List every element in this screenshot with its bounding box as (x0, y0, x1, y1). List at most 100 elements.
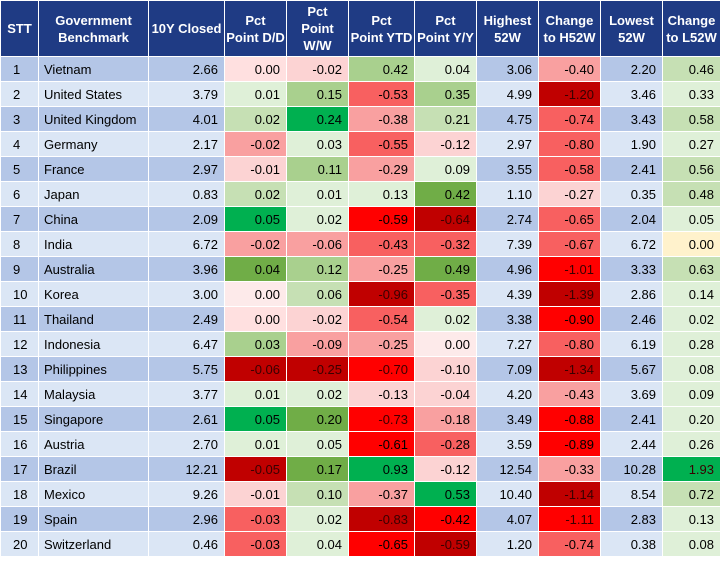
cell-ytd: -0.54 (348, 306, 415, 332)
cell-closed: 4.01 (148, 106, 225, 132)
cell-closed: 0.46 (148, 531, 225, 557)
cell-ytd: -0.25 (348, 256, 415, 282)
cell-dd: 0.00 (224, 56, 287, 82)
cell-country: Mexico (38, 481, 149, 507)
cell-l52: 2.46 (600, 306, 663, 332)
cell-h52: 3.59 (476, 431, 539, 457)
cell-yy: 0.00 (414, 331, 477, 357)
cell-cl52: 0.00 (662, 231, 720, 257)
cell-yy: 0.49 (414, 256, 477, 282)
cell-h52: 7.39 (476, 231, 539, 257)
header-stt: STT (0, 0, 39, 57)
cell-h52: 10.40 (476, 481, 539, 507)
cell-stt: 11 (0, 306, 39, 332)
cell-ch52: -0.58 (538, 156, 601, 182)
cell-closed: 3.77 (148, 381, 225, 407)
cell-l52: 3.69 (600, 381, 663, 407)
cell-stt: 2 (0, 81, 39, 107)
cell-h52: 7.09 (476, 356, 539, 382)
cell-h52: 4.75 (476, 106, 539, 132)
cell-ch52: -1.34 (538, 356, 601, 382)
cell-l52: 3.33 (600, 256, 663, 282)
cell-ch52: -0.90 (538, 306, 601, 332)
cell-cl52: 0.08 (662, 356, 720, 382)
cell-ytd: -0.96 (348, 281, 415, 307)
cell-h52: 1.10 (476, 181, 539, 207)
cell-stt: 13 (0, 356, 39, 382)
cell-yy: -0.35 (414, 281, 477, 307)
cell-cl52: 0.56 (662, 156, 720, 182)
table-row: 16 Austria 2.70 0.01 0.05 -0.61 -0.28 3.59 -0.89… (0, 431, 720, 457)
cell-yy: 0.04 (414, 56, 477, 82)
cell-yy: -0.42 (414, 506, 477, 532)
cell-ytd: 0.13 (348, 181, 415, 207)
cell-country: Australia (38, 256, 149, 282)
cell-ch52: -0.27 (538, 181, 601, 207)
cell-ww: 0.12 (286, 256, 349, 282)
table-row: 11 Thailand 2.49 0.00 -0.02 -0.54 0.02 3.38 -0.9… (0, 306, 720, 332)
cell-l52: 6.72 (600, 231, 663, 257)
cell-ytd: -0.37 (348, 481, 415, 507)
cell-country: Japan (38, 181, 149, 207)
cell-cl52: 0.02 (662, 306, 720, 332)
cell-country: India (38, 231, 149, 257)
cell-cl52: 0.33 (662, 81, 720, 107)
cell-ytd: -0.29 (348, 156, 415, 182)
cell-l52: 3.43 (600, 106, 663, 132)
cell-country: Malaysia (38, 381, 149, 407)
cell-stt: 9 (0, 256, 39, 282)
table-row: 4 Germany 2.17 -0.02 0.03 -0.55 -0.12 2.97 -0.80… (0, 131, 720, 157)
cell-l52: 2.86 (600, 281, 663, 307)
cell-ytd: 0.93 (348, 456, 415, 482)
table-row: 3 United Kingdom 4.01 0.02 0.24 -0.38 0.21 4.75… (0, 106, 720, 132)
cell-cl52: 0.08 (662, 531, 720, 557)
table-row: 20 Switzerland 0.46 -0.03 0.04 -0.65 -0.59 1.20… (0, 531, 720, 557)
cell-closed: 2.17 (148, 131, 225, 157)
header-highest-52w: Highest 52W (476, 0, 539, 57)
header-pct-dd: Pct Point D/D (224, 0, 287, 57)
cell-ytd: -0.55 (348, 131, 415, 157)
cell-country: Switzerland (38, 531, 149, 557)
cell-dd: 0.05 (224, 206, 287, 232)
cell-closed: 3.00 (148, 281, 225, 307)
cell-ww: 0.01 (286, 181, 349, 207)
cell-yy: -0.04 (414, 381, 477, 407)
cell-ww: -0.02 (286, 56, 349, 82)
cell-dd: 0.05 (224, 406, 287, 432)
cell-closed: 5.75 (148, 356, 225, 382)
cell-ch52: -0.80 (538, 131, 601, 157)
table-row: 12 Indonesia 6.47 0.03 -0.09 -0.25 0.00 7.27 -0.… (0, 331, 720, 357)
cell-dd: -0.03 (224, 506, 287, 532)
header-benchmark: Government Benchmark (38, 0, 149, 57)
cell-ch52: -0.88 (538, 406, 601, 432)
header-lowest-52w: Lowest 52W (600, 0, 663, 57)
cell-dd: -0.03 (224, 531, 287, 557)
header-change-h52w: Change to H52W (538, 0, 601, 57)
cell-yy: 0.02 (414, 306, 477, 332)
cell-h52: 3.38 (476, 306, 539, 332)
cell-h52: 4.39 (476, 281, 539, 307)
cell-country: Philippines (38, 356, 149, 382)
cell-h52: 1.20 (476, 531, 539, 557)
cell-closed: 2.96 (148, 506, 225, 532)
cell-cl52: 0.28 (662, 331, 720, 357)
cell-stt: 4 (0, 131, 39, 157)
cell-ch52: -1.01 (538, 256, 601, 282)
cell-h52: 3.49 (476, 406, 539, 432)
cell-cl52: 0.27 (662, 131, 720, 157)
cell-ytd: -0.38 (348, 106, 415, 132)
cell-yy: -0.28 (414, 431, 477, 457)
cell-yy: -0.10 (414, 356, 477, 382)
cell-yy: 0.53 (414, 481, 477, 507)
cell-ytd: -0.65 (348, 531, 415, 557)
cell-stt: 15 (0, 406, 39, 432)
cell-stt: 16 (0, 431, 39, 457)
cell-ww: 0.24 (286, 106, 349, 132)
cell-cl52: 0.14 (662, 281, 720, 307)
cell-country: Singapore (38, 406, 149, 432)
table-row: 15 Singapore 2.61 0.05 0.20 -0.73 -0.18 3.49 -0.… (0, 406, 720, 432)
cell-stt: 18 (0, 481, 39, 507)
cell-h52: 7.27 (476, 331, 539, 357)
cell-ytd: -0.61 (348, 431, 415, 457)
cell-h52: 3.06 (476, 56, 539, 82)
